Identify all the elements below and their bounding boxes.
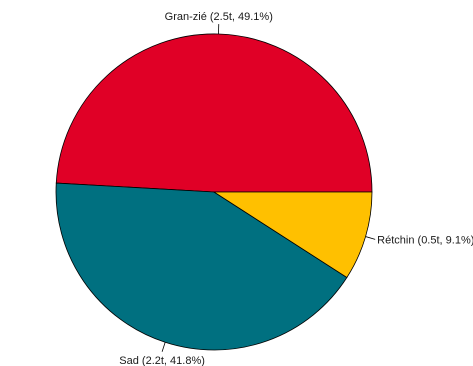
leader-line-r-tchin bbox=[365, 236, 376, 240]
slice-label-sad: Sad (2.2t, 41.8%) bbox=[119, 355, 205, 366]
slice-label-r-tchin: Rétchin (0.5t, 9.1%) bbox=[377, 234, 473, 246]
slice-label-gran-zi-: Gran-zié (2.5t, 49.1%) bbox=[165, 11, 273, 23]
pie-slice-gran-zi- bbox=[55, 33, 373, 193]
leader-line-sad bbox=[161, 342, 166, 352]
pie-slices bbox=[55, 33, 373, 351]
pie-labels: Gran-zié (2.5t, 49.1%) Sad (2.2t, 41.8%) R… bbox=[119, 11, 473, 366]
pie-slice-r-tchin bbox=[212, 191, 373, 279]
